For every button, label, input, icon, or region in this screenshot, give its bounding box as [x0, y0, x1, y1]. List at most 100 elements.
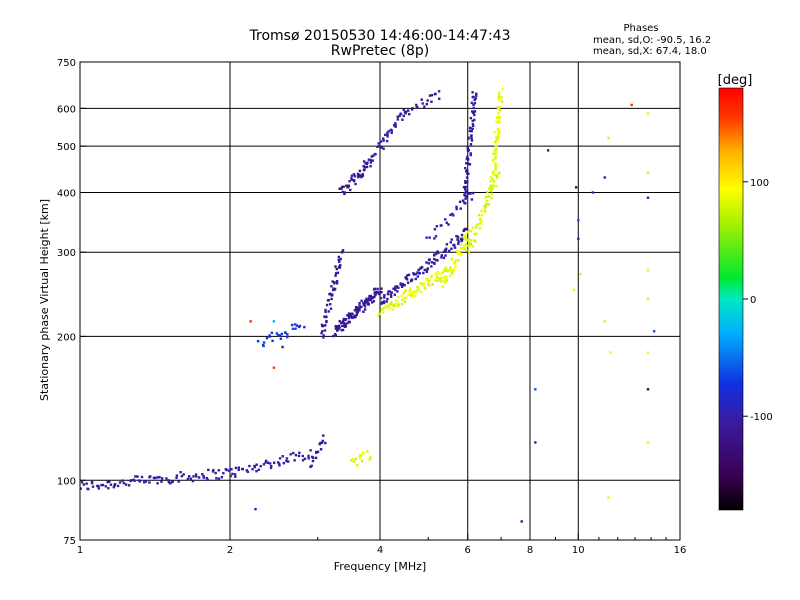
- scatter-point: [574, 186, 578, 189]
- echo-point: [425, 102, 429, 106]
- echo-point: [387, 290, 390, 293]
- echo-point: [466, 230, 469, 234]
- echo-point: [497, 133, 500, 136]
- echo-point: [386, 297, 389, 301]
- echo-point: [396, 304, 400, 308]
- echo-point: [168, 482, 172, 485]
- echo-point: [472, 103, 475, 106]
- echo-point: [358, 456, 362, 460]
- echo-point: [104, 485, 108, 488]
- echo-point: [353, 314, 356, 318]
- echo-point: [350, 177, 353, 180]
- echo-point: [229, 474, 232, 478]
- echo-point: [364, 302, 367, 305]
- echo-point: [448, 274, 452, 277]
- echo-point: [264, 459, 268, 463]
- echo-point: [478, 227, 482, 230]
- echo-point: [246, 470, 250, 474]
- echo-point: [484, 196, 488, 199]
- y-axis-label: Stationary phase Virtual Height [km]: [38, 199, 51, 401]
- echo-point: [423, 268, 426, 272]
- scatter-point: [652, 330, 656, 333]
- echo-point: [366, 301, 370, 305]
- echo-point: [430, 265, 433, 268]
- echo-point: [351, 457, 355, 461]
- echo-point: [348, 315, 352, 319]
- echo-point: [286, 333, 289, 336]
- scatter-point: [272, 320, 276, 323]
- echo-point: [335, 327, 338, 330]
- echo-point: [316, 450, 320, 454]
- echo-point: [470, 139, 474, 142]
- echo-point: [410, 278, 414, 281]
- echo-point: [369, 158, 372, 162]
- echo-point: [468, 129, 472, 133]
- echo-point: [358, 301, 361, 305]
- echo-point: [442, 269, 446, 272]
- echo-point: [191, 479, 195, 483]
- echo-point: [449, 213, 452, 217]
- axis-ticks: 1 2 4 6 8 10 16 75 100 200 300 400 500 600 750: [57, 58, 686, 556]
- echo-point: [483, 207, 487, 211]
- echo-point: [388, 307, 391, 310]
- echo-point: [195, 475, 198, 478]
- echo-point: [428, 236, 431, 239]
- echo-point: [333, 282, 336, 285]
- echo-point: [430, 93, 434, 97]
- echo-point: [434, 252, 438, 256]
- echo-point: [388, 290, 392, 293]
- scatter-point: [646, 112, 650, 115]
- echo-point: [341, 250, 344, 254]
- echo-point: [320, 323, 324, 327]
- echo-point: [262, 341, 266, 344]
- echo-point: [394, 122, 397, 125]
- echo-point: [365, 165, 369, 169]
- echo-point: [378, 292, 381, 295]
- echo-point: [443, 275, 446, 279]
- echo-point: [425, 236, 428, 239]
- echo-point: [416, 271, 419, 274]
- echo-point: [444, 218, 447, 221]
- echo-point: [380, 287, 383, 290]
- echo-point: [464, 180, 467, 183]
- echo-point: [427, 284, 431, 287]
- scatter-point: [646, 441, 650, 444]
- echo-point: [167, 479, 170, 482]
- echo-point: [319, 448, 323, 451]
- echo-point: [466, 180, 469, 183]
- echo-point: [498, 109, 502, 112]
- echo-point: [389, 293, 393, 296]
- echo-point: [490, 187, 493, 191]
- colorbar-tick-label: 100: [750, 178, 769, 189]
- echo-point: [136, 475, 139, 478]
- echo-point: [367, 299, 370, 302]
- echo-point: [497, 107, 501, 111]
- echo-point: [365, 297, 368, 300]
- echo-point: [340, 187, 343, 190]
- echo-point: [360, 459, 364, 463]
- echo-point: [494, 168, 497, 171]
- echo-point: [257, 468, 260, 471]
- echo-point: [455, 205, 458, 209]
- echo-point: [211, 470, 215, 473]
- echo-point: [397, 286, 400, 289]
- echo-point: [374, 153, 377, 156]
- echo-point: [282, 461, 285, 465]
- echo-point: [401, 284, 404, 288]
- echo-point: [91, 485, 95, 488]
- echo-point: [322, 434, 325, 437]
- echo-point: [456, 250, 459, 253]
- echo-point: [278, 457, 282, 460]
- scatter-point: [572, 288, 576, 292]
- echo-point: [309, 465, 312, 469]
- echo-point: [489, 176, 493, 179]
- echo-point: [466, 147, 469, 150]
- echo-point: [379, 140, 383, 143]
- echo-point: [268, 335, 271, 338]
- echo-point: [413, 294, 417, 298]
- echo-point: [419, 267, 422, 270]
- echo-point: [343, 191, 347, 194]
- x-tick-label: 1: [77, 545, 83, 556]
- echo-point: [270, 465, 273, 468]
- echo-point: [303, 457, 307, 460]
